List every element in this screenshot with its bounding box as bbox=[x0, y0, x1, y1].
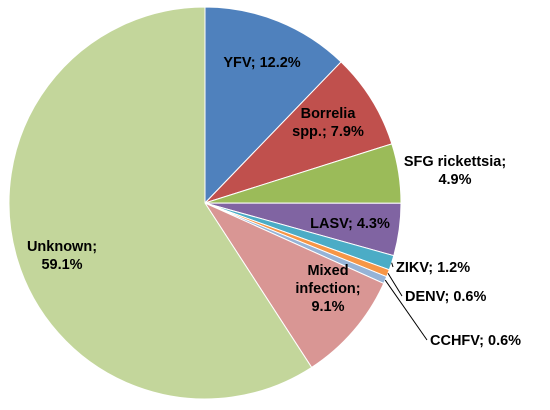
leader-zikv bbox=[391, 262, 394, 268]
label-zikv: ZIKV; 1.2% bbox=[396, 260, 470, 276]
label-cchfv: CCHFV; 0.6% bbox=[430, 333, 521, 349]
label-lasv: LASV; 4.3% bbox=[310, 216, 390, 232]
label-sfg-rickettsia: SFG rickettsia; 4.9% bbox=[404, 154, 506, 188]
slice-borrelia-spp bbox=[204, 61, 393, 204]
leader-cchfv bbox=[384, 279, 428, 341]
slice-unknown bbox=[8, 6, 313, 400]
leader-denv bbox=[387, 272, 403, 297]
slice-labels: YFV; 12.2% Borrelia spp.; 7.9% SFG ricketts… bbox=[27, 55, 521, 349]
label-unknown: Unknown; 59.1% bbox=[27, 239, 97, 273]
label-borrelia-spp: Borrelia spp.; 7.9% bbox=[292, 106, 364, 140]
pie-slices bbox=[8, 6, 402, 400]
label-mixed-infection: Mixed infection; 9.1% bbox=[295, 263, 360, 315]
leader-lines bbox=[384, 262, 428, 341]
label-yfv: YFV; 12.2% bbox=[223, 55, 300, 71]
slice-yfv bbox=[204, 6, 342, 205]
slice-mixed-infection bbox=[203, 201, 385, 369]
label-denv: DENV; 0.6% bbox=[405, 289, 486, 305]
